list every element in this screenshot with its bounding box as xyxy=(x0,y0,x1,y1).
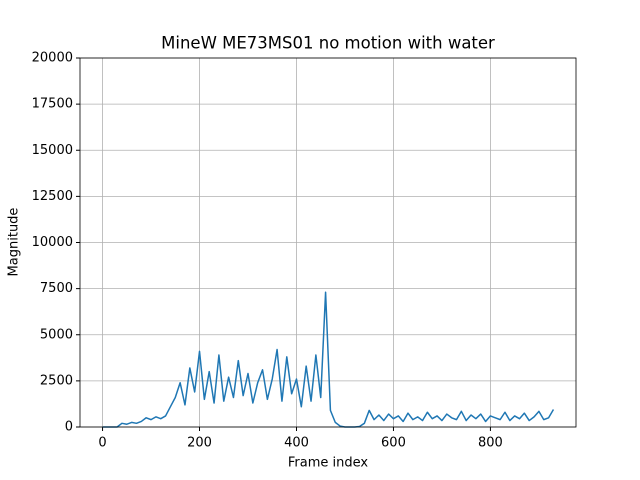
chart-title: MineW ME73MS01 no motion with water xyxy=(161,34,495,53)
y-tick-label: 20000 xyxy=(32,51,73,66)
x-tick-label: 400 xyxy=(284,436,309,451)
x-axis-label: Frame index xyxy=(288,456,369,471)
y-tick-label: 5000 xyxy=(40,327,73,342)
x-tick-label: 0 xyxy=(98,436,106,451)
y-tick-label: 2500 xyxy=(40,373,73,388)
y-tick-label: 7500 xyxy=(40,281,73,296)
y-tick-label: 15000 xyxy=(32,143,73,158)
data-line xyxy=(102,291,555,428)
y-axis-label: Magnitude xyxy=(7,208,22,277)
y-tick-label: 17500 xyxy=(32,97,73,112)
x-tick-label: 200 xyxy=(187,436,212,451)
x-tick-label: 800 xyxy=(478,436,503,451)
plot-frame xyxy=(79,57,577,428)
x-tick-label: 600 xyxy=(381,436,406,451)
y-tick-label: 12500 xyxy=(32,189,73,204)
y-tick-label: 10000 xyxy=(32,235,73,250)
y-tick-label: 0 xyxy=(65,420,73,435)
